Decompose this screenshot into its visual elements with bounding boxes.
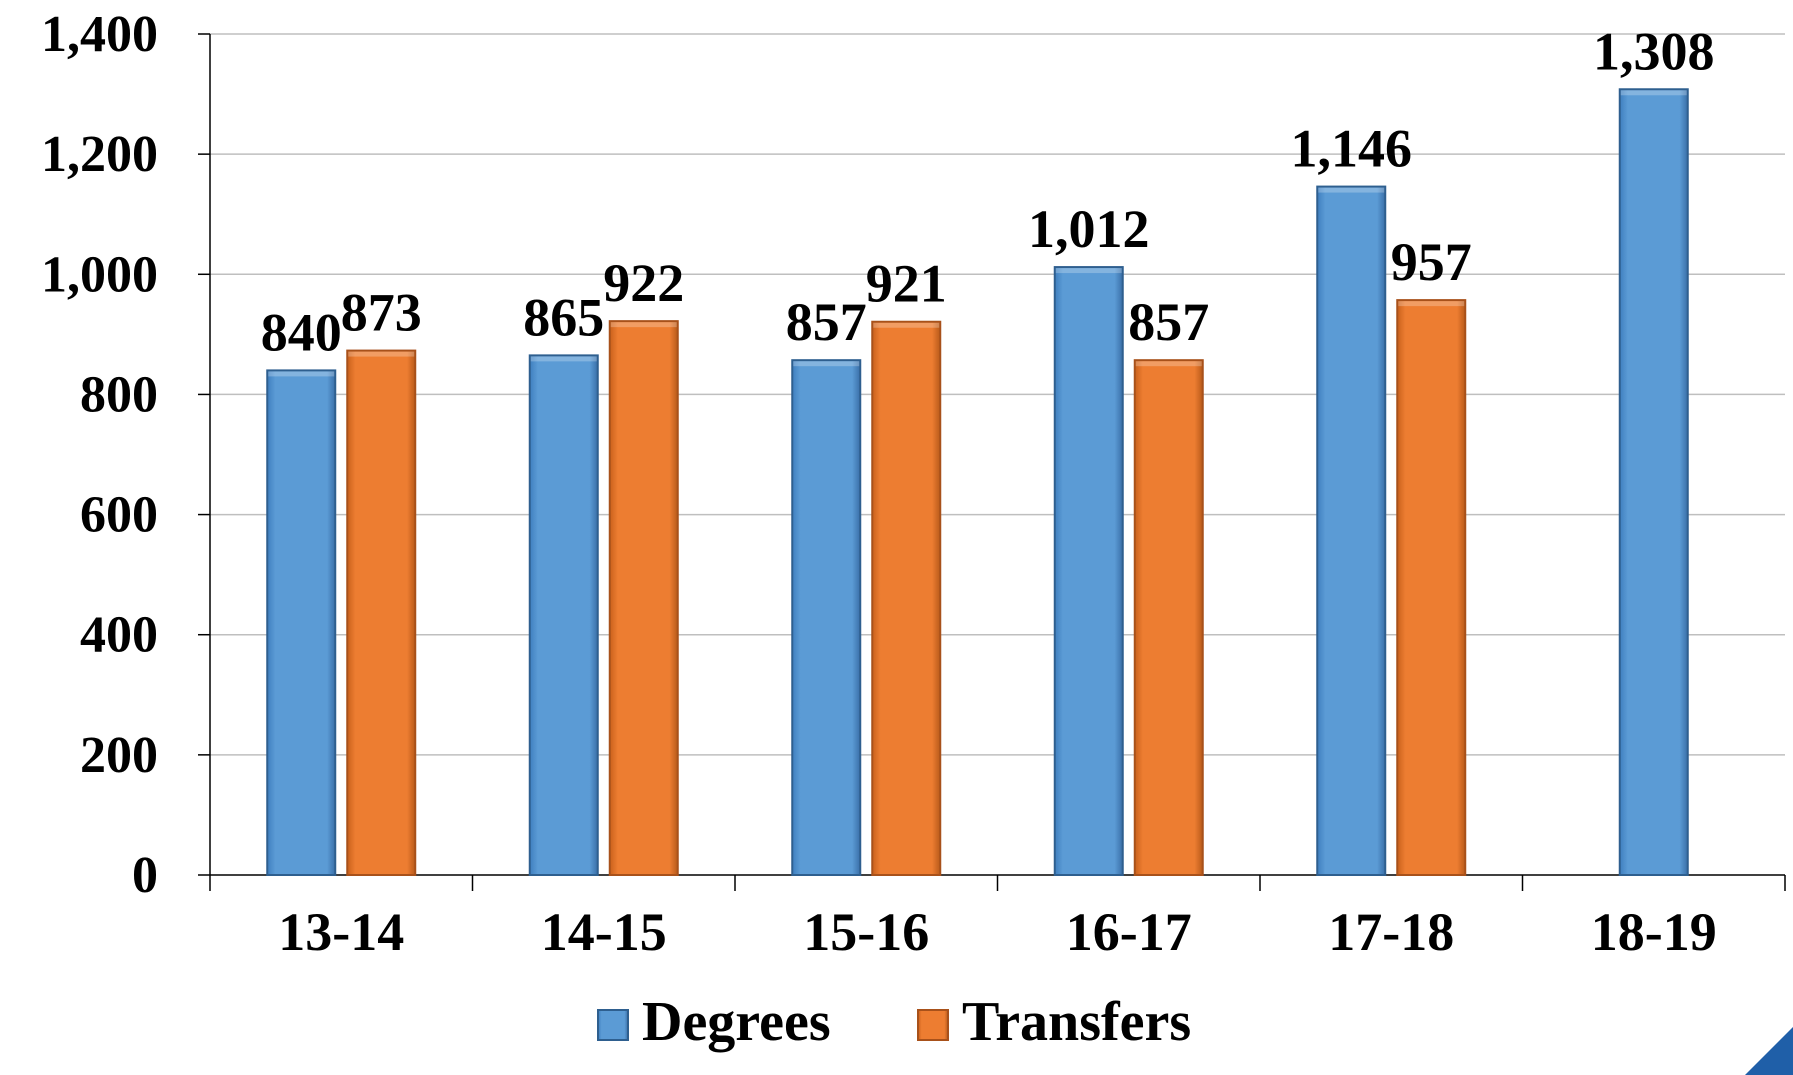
legend-swatch-transfers bbox=[917, 1009, 949, 1041]
bar-transfers bbox=[1396, 299, 1467, 876]
bar-degrees bbox=[266, 369, 337, 876]
bar-transfers bbox=[346, 349, 417, 876]
bar-degrees bbox=[1618, 88, 1689, 877]
y-tick-label: 200 bbox=[80, 727, 158, 784]
x-tick-label: 13-14 bbox=[278, 902, 404, 962]
bar-highlight bbox=[1620, 90, 1687, 96]
bar-degrees bbox=[1053, 266, 1124, 876]
bar-highlight bbox=[530, 356, 597, 362]
data-label-degrees: 857 bbox=[786, 292, 867, 352]
bar-degrees bbox=[528, 354, 599, 876]
bar-transfers bbox=[1133, 359, 1204, 876]
y-tick-label: 1,200 bbox=[41, 126, 158, 183]
bar-highlight bbox=[873, 322, 940, 328]
bar-highlight bbox=[1135, 361, 1202, 367]
bar-highlight bbox=[1318, 187, 1385, 193]
bar-degrees bbox=[1316, 185, 1387, 876]
y-axis: 0 200 400 600 800 1,000 1,200 1,400 bbox=[41, 6, 211, 904]
x-tick-label: 14-15 bbox=[541, 902, 667, 962]
data-label-transfers: 921 bbox=[866, 254, 947, 314]
y-tick-label: 600 bbox=[80, 487, 158, 544]
x-tick-label: 15-16 bbox=[803, 902, 929, 962]
x-axis: 13-14 14-15 15-16 16-17 17-18 18-19 bbox=[209, 874, 1786, 962]
y-tick-label: 0 bbox=[132, 847, 158, 904]
bar-transfers bbox=[871, 320, 942, 877]
legend-label-transfers: Transfers bbox=[962, 991, 1191, 1053]
y-tick-label: 800 bbox=[80, 366, 158, 423]
y-tick-label: 400 bbox=[80, 607, 158, 664]
bar-highlight bbox=[348, 351, 415, 357]
bar-highlight bbox=[610, 322, 677, 328]
bar-transfers bbox=[608, 320, 679, 876]
corner-decoration bbox=[1745, 1027, 1793, 1075]
bars bbox=[266, 88, 1689, 877]
legend: Degrees Transfers bbox=[597, 991, 1191, 1053]
bar-highlight bbox=[1398, 301, 1465, 307]
data-label-transfers: 957 bbox=[1391, 232, 1472, 292]
data-label-degrees: 840 bbox=[261, 302, 342, 362]
data-label-transfers: 922 bbox=[603, 253, 684, 313]
x-tick-label: 16-17 bbox=[1066, 902, 1192, 962]
data-label-transfers: 873 bbox=[341, 283, 422, 343]
data-label-degrees: 1,012 bbox=[1028, 199, 1150, 259]
bar-highlight bbox=[1055, 268, 1122, 274]
bar-highlight bbox=[268, 371, 335, 377]
legend-swatch-degrees bbox=[597, 1009, 629, 1041]
legend-label-degrees: Degrees bbox=[642, 991, 831, 1053]
bar-highlight bbox=[793, 361, 860, 367]
data-label-transfers: 857 bbox=[1128, 292, 1209, 352]
y-tick-label: 1,400 bbox=[41, 6, 158, 63]
gridlines bbox=[210, 33, 1785, 756]
x-tick-label: 17-18 bbox=[1328, 902, 1454, 962]
data-label-degrees: 1,146 bbox=[1291, 119, 1413, 179]
y-tick-label: 1,000 bbox=[41, 246, 158, 303]
x-tick-label: 18-19 bbox=[1591, 902, 1717, 962]
data-label-degrees: 865 bbox=[523, 287, 604, 347]
data-label-degrees: 1,308 bbox=[1593, 21, 1715, 81]
bar-degrees bbox=[791, 359, 862, 876]
